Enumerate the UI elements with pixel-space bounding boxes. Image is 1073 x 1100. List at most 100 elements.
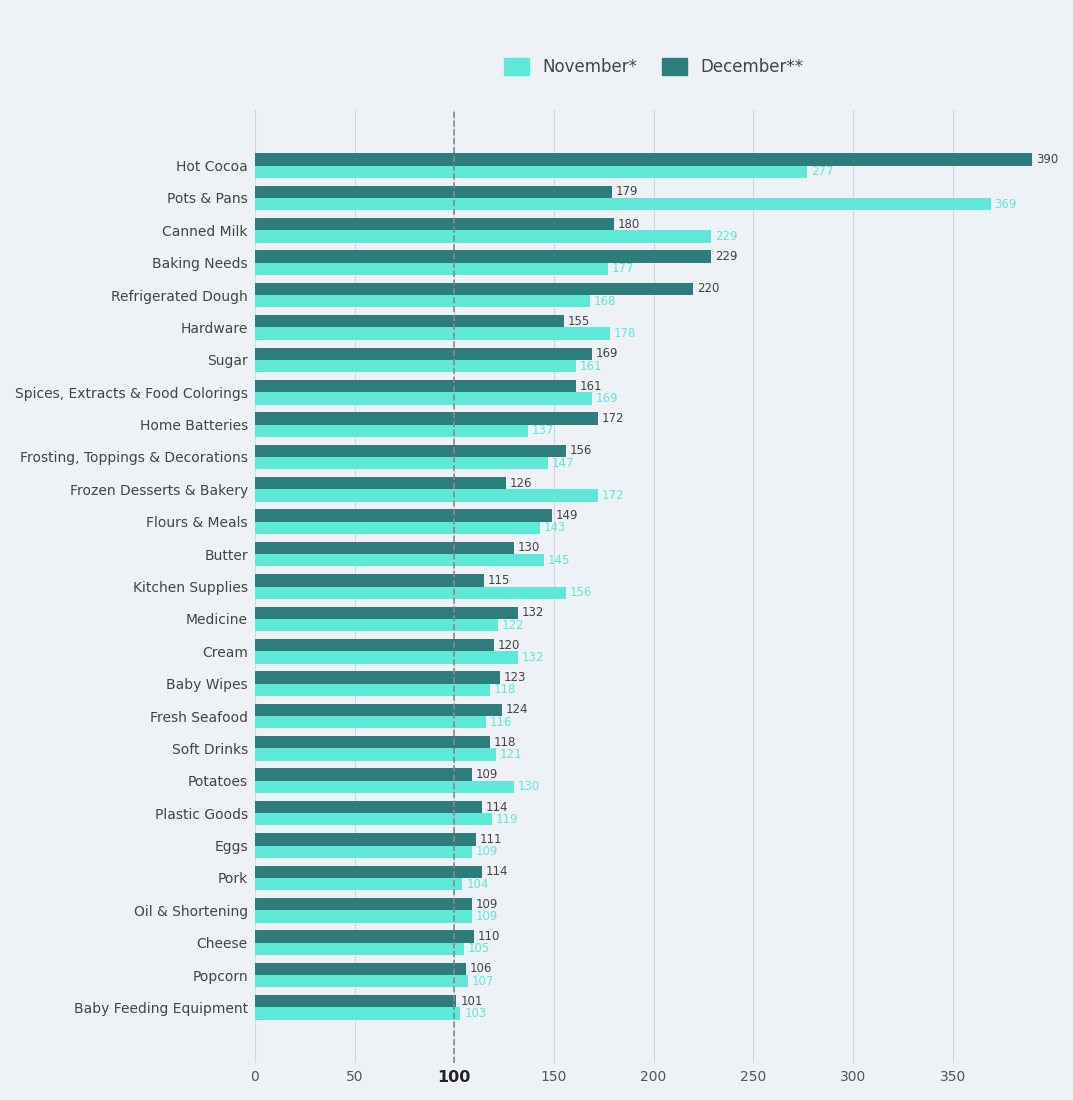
Text: 132: 132 bbox=[521, 606, 544, 619]
Bar bbox=[254, 412, 598, 425]
Text: 130: 130 bbox=[518, 541, 541, 554]
Text: 101: 101 bbox=[460, 994, 483, 1008]
Bar bbox=[254, 716, 486, 728]
Bar bbox=[254, 813, 493, 825]
Bar bbox=[254, 348, 592, 360]
Bar bbox=[254, 360, 576, 372]
Text: 172: 172 bbox=[602, 412, 624, 425]
Bar bbox=[254, 186, 612, 198]
Bar bbox=[254, 898, 472, 911]
Bar bbox=[254, 975, 468, 988]
Text: 122: 122 bbox=[502, 618, 525, 631]
Text: 114: 114 bbox=[486, 801, 509, 814]
Text: 132: 132 bbox=[521, 651, 544, 664]
Text: 143: 143 bbox=[544, 521, 567, 535]
Bar bbox=[254, 295, 590, 307]
Bar bbox=[254, 996, 456, 1008]
Text: 161: 161 bbox=[579, 379, 602, 393]
Text: 161: 161 bbox=[579, 360, 602, 373]
Bar bbox=[254, 477, 506, 490]
Bar bbox=[254, 671, 500, 683]
Text: 149: 149 bbox=[556, 509, 578, 522]
Text: 118: 118 bbox=[494, 736, 516, 749]
Bar bbox=[254, 251, 711, 263]
Text: 119: 119 bbox=[496, 813, 518, 826]
Text: 147: 147 bbox=[552, 456, 574, 470]
Text: 169: 169 bbox=[596, 392, 618, 405]
Text: 229: 229 bbox=[716, 250, 738, 263]
Bar bbox=[254, 218, 614, 230]
Bar bbox=[254, 736, 490, 748]
Text: 114: 114 bbox=[486, 866, 509, 878]
Text: 137: 137 bbox=[532, 425, 555, 438]
Text: 169: 169 bbox=[596, 348, 618, 360]
Bar bbox=[254, 962, 466, 975]
Legend: November*, December**: November*, December** bbox=[497, 52, 810, 84]
Text: 111: 111 bbox=[480, 833, 502, 846]
Bar bbox=[254, 846, 472, 858]
Bar bbox=[254, 444, 565, 456]
Text: 109: 109 bbox=[476, 910, 499, 923]
Text: 109: 109 bbox=[476, 898, 499, 911]
Bar bbox=[254, 283, 693, 295]
Bar bbox=[254, 878, 462, 890]
Text: 124: 124 bbox=[506, 703, 529, 716]
Bar bbox=[254, 153, 1032, 166]
Text: 126: 126 bbox=[510, 476, 532, 490]
Bar bbox=[254, 911, 472, 923]
Text: 109: 109 bbox=[476, 768, 499, 781]
Bar bbox=[254, 586, 565, 598]
Bar bbox=[254, 931, 474, 943]
Text: 180: 180 bbox=[618, 218, 640, 231]
Text: 120: 120 bbox=[498, 639, 520, 651]
Text: 109: 109 bbox=[476, 845, 499, 858]
Bar bbox=[254, 554, 544, 566]
Text: 106: 106 bbox=[470, 962, 493, 976]
Text: 105: 105 bbox=[468, 943, 490, 955]
Bar bbox=[254, 425, 528, 437]
Bar bbox=[254, 639, 494, 651]
Text: 103: 103 bbox=[465, 1008, 486, 1020]
Text: 220: 220 bbox=[697, 283, 720, 296]
Text: 123: 123 bbox=[504, 671, 527, 684]
Text: 104: 104 bbox=[466, 878, 488, 891]
Text: 130: 130 bbox=[518, 780, 541, 793]
Text: 145: 145 bbox=[548, 553, 570, 566]
Text: 121: 121 bbox=[500, 748, 523, 761]
Text: 107: 107 bbox=[472, 975, 495, 988]
Bar bbox=[254, 230, 711, 243]
Bar bbox=[254, 651, 518, 663]
Bar bbox=[254, 619, 498, 631]
Text: 179: 179 bbox=[616, 185, 638, 198]
Text: 155: 155 bbox=[568, 315, 590, 328]
Text: 177: 177 bbox=[612, 263, 634, 275]
Bar bbox=[254, 833, 476, 846]
Bar bbox=[254, 748, 496, 761]
Text: 118: 118 bbox=[494, 683, 516, 696]
Text: 390: 390 bbox=[1037, 153, 1059, 166]
Bar bbox=[254, 1008, 460, 1020]
Bar bbox=[254, 704, 502, 716]
Text: 156: 156 bbox=[570, 444, 592, 458]
Bar bbox=[254, 198, 990, 210]
Bar bbox=[254, 393, 592, 405]
Bar bbox=[254, 866, 482, 878]
Bar bbox=[254, 263, 607, 275]
Bar bbox=[254, 683, 490, 696]
Bar bbox=[254, 456, 548, 470]
Bar bbox=[254, 801, 482, 813]
Bar bbox=[254, 509, 552, 521]
Bar bbox=[254, 490, 598, 502]
Text: 178: 178 bbox=[614, 327, 636, 340]
Bar bbox=[254, 379, 576, 393]
Bar bbox=[254, 943, 465, 955]
Text: 116: 116 bbox=[490, 716, 513, 728]
Text: 369: 369 bbox=[995, 198, 1017, 210]
Bar bbox=[254, 166, 807, 178]
Bar bbox=[254, 574, 484, 586]
Bar bbox=[254, 316, 564, 328]
Bar bbox=[254, 606, 518, 619]
Text: 172: 172 bbox=[602, 490, 624, 502]
Bar bbox=[254, 781, 514, 793]
Text: 168: 168 bbox=[593, 295, 616, 308]
